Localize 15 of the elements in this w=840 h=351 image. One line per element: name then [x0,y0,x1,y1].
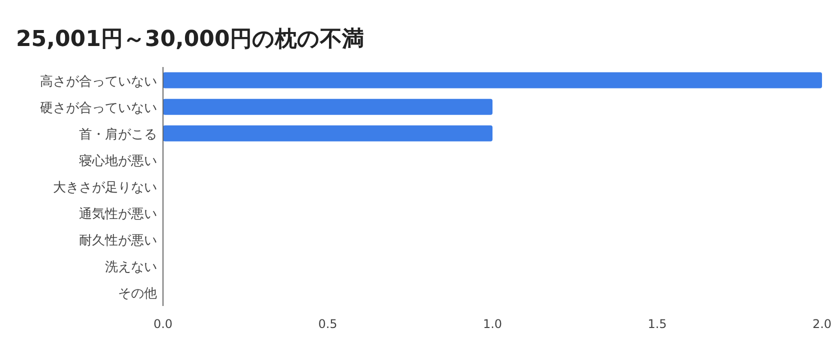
y-tick-label: 大きさが足りない [53,180,157,196]
y-tick-label: 首・肩がこる [79,126,157,142]
y-tick-label: 硬さが合っていない [40,100,157,116]
x-tick-label: 1.5 [648,317,667,331]
x-tick-label: 2.0 [812,317,832,331]
y-tick-label: 高さが合っていない [40,73,157,90]
y-tick-label: 通気性が悪い [79,207,157,222]
x-tick-label: 0.5 [318,317,338,331]
x-tick-label: 1.0 [482,317,502,331]
x-tick-label: 0.0 [153,317,173,331]
y-tick-label: 寝心地が悪い [79,152,157,169]
y-tick-label: その他 [118,286,157,302]
y-tick-label: 耐久性が悪い [79,234,157,249]
y-tick-label: 洗えない [105,260,157,276]
title: 25,001円～30,000円の枕の不満 [16,27,364,52]
